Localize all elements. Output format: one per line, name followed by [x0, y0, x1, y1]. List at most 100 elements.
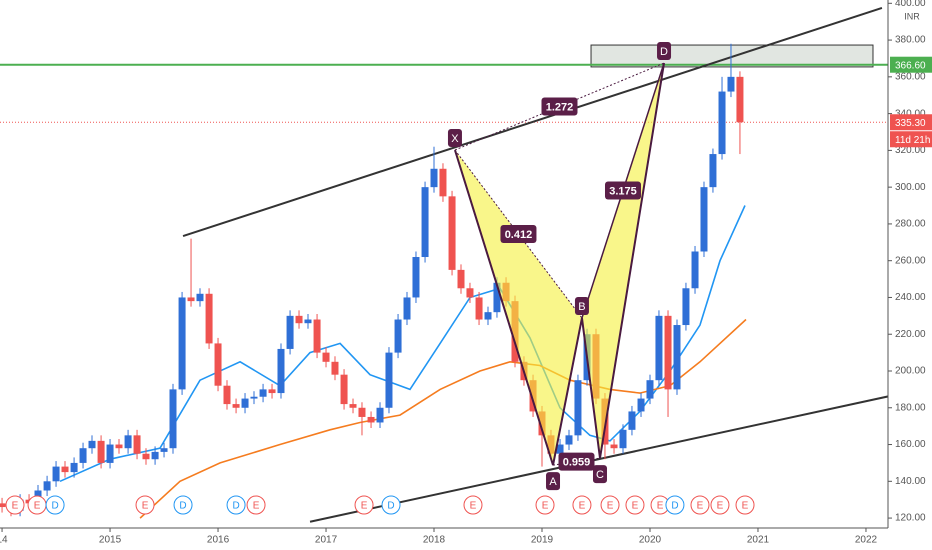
event-marker: [535, 495, 555, 515]
ratio-box: [541, 97, 578, 116]
event-marker: [600, 495, 620, 515]
event-label: E: [607, 501, 614, 512]
event-label: E: [142, 501, 149, 512]
candle-body: [151, 451, 159, 460]
candle-body: [412, 257, 420, 298]
candle-body: [124, 435, 132, 449]
point-label: D: [660, 46, 668, 58]
candle-body: [232, 404, 240, 408]
event-marker: [625, 495, 645, 515]
x-tick-label: 2015: [99, 535, 122, 546]
point-label: X: [451, 133, 459, 145]
event-label: D: [232, 501, 239, 512]
candle-body: [439, 168, 447, 197]
candle-body: [709, 154, 717, 188]
candle-body: [655, 315, 663, 381]
trendline: [309, 395, 888, 523]
event-marker: [354, 495, 374, 515]
candle-body: [313, 319, 321, 353]
y-tick-label: 120.00: [895, 513, 926, 524]
ratio-label: 3.175: [609, 185, 637, 197]
event-marker: [665, 495, 685, 515]
candle-body: [169, 389, 177, 449]
candle-body: [736, 76, 744, 123]
candle-body: [646, 380, 654, 399]
event-label: E: [579, 501, 586, 512]
event-label: E: [657, 501, 664, 512]
candle-body: [322, 352, 330, 362]
candle-body: [88, 440, 96, 449]
y-tick-label: 300.00: [895, 182, 926, 193]
event-label: E: [34, 501, 41, 512]
point-label: C: [596, 469, 604, 481]
candle-body: [637, 398, 645, 412]
candle-body: [376, 407, 384, 423]
event-marker: [5, 495, 25, 515]
candle-body: [205, 293, 213, 344]
x-tick-label: 2018: [423, 535, 446, 546]
ratio-box: [500, 225, 537, 244]
x-tick-label: 2021: [747, 535, 770, 546]
candle-body: [457, 269, 465, 289]
countdown: 11d 21h: [895, 135, 930, 146]
x-tick-label: 2016: [207, 535, 230, 546]
candle-body: [142, 453, 150, 460]
event-label: E: [253, 501, 260, 512]
candle-body: [700, 187, 708, 252]
ratio-label: 1.272: [546, 101, 574, 113]
candle-body: [295, 315, 303, 324]
point-label: B: [578, 301, 585, 313]
candle-body: [160, 448, 168, 452]
currency: INR: [904, 11, 920, 21]
candle-body: [268, 389, 276, 394]
candle-body: [340, 374, 348, 405]
event-label: D: [387, 501, 394, 512]
candle-body: [628, 411, 636, 430]
event-marker: [572, 495, 592, 515]
candle-body: [421, 187, 429, 258]
point-box: [546, 472, 561, 491]
trendline: [182, 6, 883, 238]
y-tick-label: 200.00: [895, 366, 926, 377]
event-marker: [135, 495, 155, 515]
ratio-label: 0.959: [563, 457, 591, 469]
pattern-fill: [581, 63, 665, 459]
ratio-label: 0.412: [505, 229, 533, 241]
candle-body: [619, 429, 627, 449]
event-marker: [710, 495, 730, 515]
point-box: [447, 129, 462, 148]
event-label: E: [632, 501, 639, 512]
event-marker: [381, 495, 401, 515]
candle-body: [304, 319, 312, 324]
x-tick-label: 2017: [315, 535, 338, 546]
event-label: E: [361, 501, 368, 512]
candle-body: [430, 168, 438, 188]
candle-body: [241, 398, 249, 408]
y-tick-label: 400.00: [895, 0, 926, 9]
event-marker: [690, 495, 710, 515]
point-box: [657, 42, 672, 61]
candle-body: [259, 389, 267, 397]
y-tick-label: 380.00: [895, 35, 926, 46]
candle-body: [484, 312, 492, 320]
x-tick-label: 2020: [639, 535, 662, 546]
event-marker: [45, 495, 65, 515]
candle-body: [61, 466, 69, 473]
event-label: E: [470, 501, 477, 512]
event-label: E: [542, 501, 549, 512]
candle-body: [565, 435, 573, 445]
candle-body: [673, 325, 681, 390]
candle-body: [610, 444, 618, 449]
event-marker: [463, 495, 483, 515]
y-tick-label: 240.00: [895, 292, 926, 303]
price-tag: [890, 56, 932, 73]
candle-body: [349, 404, 357, 408]
candle-body: [115, 444, 123, 449]
candle-body: [718, 91, 726, 155]
candle-body: [106, 444, 114, 463]
candle-body: [79, 448, 87, 463]
candle-body: [556, 444, 564, 454]
y-tick-label: 320.00: [895, 145, 926, 156]
